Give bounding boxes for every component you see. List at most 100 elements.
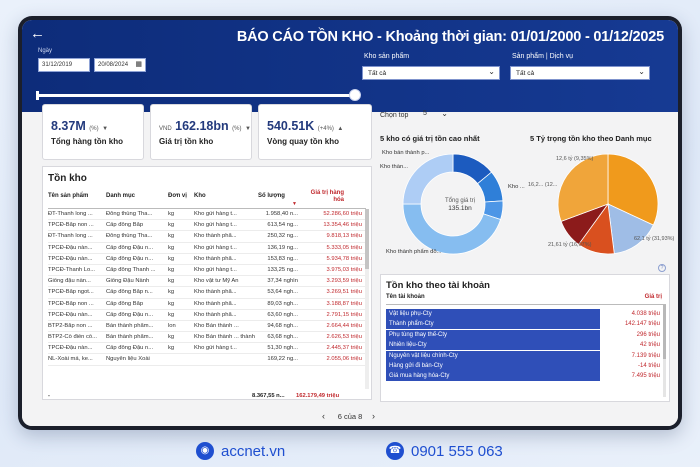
back-arrow-icon[interactable]: ← bbox=[30, 25, 45, 42]
kpi-label: Giá trị tồn kho bbox=[159, 137, 214, 146]
table-cell: Kho Bán thành ... thành phẩm bbox=[194, 334, 256, 341]
table-row[interactable]: Giống đậu nàn... Giống Đậu Nành kg Kho vật … bbox=[48, 276, 366, 288]
calendar-icon[interactable]: ▦ bbox=[135, 61, 142, 68]
left-panel: 8.37M (%) ▼ Tổng hàng tồn kho VND 162.18… bbox=[42, 104, 372, 404]
table-cell: Kho thành phẩ... bbox=[194, 255, 237, 262]
account-name: Phụ tùng thay thế-Cty bbox=[386, 329, 600, 340]
kpi-value: 540.51K (+4%) ▲ bbox=[267, 119, 343, 133]
chevron-down-icon: ⌄ bbox=[488, 67, 495, 76]
list-item[interactable]: Hàng gửi đi bán-Cty -14 triệu bbox=[386, 360, 666, 371]
top-selector-label: Chọn top bbox=[380, 112, 409, 119]
table-cell: kg bbox=[168, 311, 175, 318]
date-range-slider[interactable] bbox=[36, 89, 361, 101]
warehouse-filter-label: Kho sản phẩm bbox=[364, 53, 410, 60]
table-cell: kg bbox=[168, 255, 175, 262]
header-bar: ← BÁO CÁO TỒN KHO - Khoảng thời gian: 01… bbox=[22, 20, 678, 112]
website-contact[interactable]: ◉ accnet.vn bbox=[196, 442, 285, 460]
table-row[interactable]: TPCĐ-Thanh Lo... Cấp đông Thanh ... kg Kho … bbox=[48, 265, 366, 277]
table-row[interactable]: BTP2-Bắp non ... Bán thành phẩm... lon Kho … bbox=[48, 321, 366, 333]
top-selector-value: 5 bbox=[423, 110, 427, 117]
table-cell: kg bbox=[168, 233, 175, 240]
kpi-unit: (%) bbox=[89, 126, 99, 132]
column-header[interactable]: Đơn vị bbox=[168, 193, 187, 199]
kpi-prefix: VND bbox=[159, 126, 172, 132]
accounts-scrollbar[interactable] bbox=[663, 305, 666, 397]
chart-slice[interactable] bbox=[557, 153, 609, 222]
chart-slice[interactable] bbox=[607, 153, 659, 226]
prev-page-button[interactable]: ‹ bbox=[322, 411, 325, 421]
table-row[interactable]: TPCĐ-Bắp non ... Cấp đông Bắp kg Kho thành … bbox=[48, 299, 366, 310]
chart-slice[interactable] bbox=[607, 203, 654, 255]
column-header[interactable]: Danh mục bbox=[106, 193, 136, 199]
chevron-down-icon: ⌄ bbox=[441, 109, 448, 118]
date-from-input[interactable]: 31/12/2019 bbox=[38, 58, 90, 72]
list-item[interactable]: Giá mua hàng hóa-Cty 7.495 triệu bbox=[386, 371, 666, 382]
table-row[interactable]: NL-Xoài má, ke... Nguyên liệu Xoài 169,22 … bbox=[48, 354, 366, 366]
table-scrollbar[interactable] bbox=[365, 209, 369, 389]
accounts-table-header: Tên tài khoản Giá trị bbox=[386, 294, 666, 305]
table-cell: 2.055,06 triệu bbox=[326, 356, 362, 363]
pie-slice-label: 21,61 tỷ (16,07%) bbox=[548, 242, 592, 248]
slider-handle-start[interactable] bbox=[36, 91, 39, 100]
report-title: BÁO CÁO TỒN KHO - Khoảng thời gian: 01/0… bbox=[236, 29, 664, 45]
table-row[interactable]: TPCĐ-Đậu nàn... Cấp đông Đậu n... kg Kho gử… bbox=[48, 343, 366, 355]
top-selector-dropdown[interactable]: 5 ⌄ bbox=[420, 108, 448, 121]
column-header-sorted[interactable]: Giá trị hàng hóa bbox=[310, 190, 344, 203]
column-header[interactable]: Tên tài khoản bbox=[386, 294, 425, 300]
slider-handle-end[interactable] bbox=[349, 89, 361, 101]
table-cell: Cấp đông Bắp bbox=[106, 222, 144, 229]
table-cell: TPCĐ-Đậu nàn... bbox=[48, 311, 93, 318]
pie-slice-label: 62,1 tỷ (31,93%) bbox=[634, 236, 675, 242]
table-cell: kg bbox=[168, 222, 175, 229]
table-cell: Bán thành phẩm... bbox=[106, 334, 154, 341]
pie-chart[interactable] bbox=[550, 148, 670, 258]
list-item[interactable]: Vật liệu phụ-Cty 4.038 triệu bbox=[386, 309, 666, 319]
table-cell: 51,30 ngh... bbox=[267, 345, 298, 352]
kpi-label: Vòng quay tồn kho bbox=[267, 137, 339, 146]
table-cell: 9.818,13 triệu bbox=[326, 233, 362, 240]
scrollbar-thumb[interactable] bbox=[365, 209, 369, 269]
next-page-button[interactable]: › bbox=[372, 411, 375, 421]
column-header[interactable]: Kho bbox=[194, 193, 206, 199]
table-cell: 153,83 ng... bbox=[267, 255, 298, 262]
help-icon[interactable]: ? bbox=[658, 264, 666, 272]
chart-slice[interactable] bbox=[402, 153, 454, 205]
table-row[interactable]: TPCĐ-Bắp ngot... Cấp đông Bắp n... kg Kho t… bbox=[48, 287, 366, 299]
inventory-table: Tồn kho Tên sản phẩm Danh mục Đơn vị Kho… bbox=[42, 166, 372, 400]
scrollbar-thumb[interactable] bbox=[663, 305, 666, 359]
table-row[interactable]: TPCĐ-Đậu nàn... Cấp đông Đậu n... kg Kho gử… bbox=[48, 243, 366, 254]
table-cell: kg bbox=[168, 211, 175, 217]
warehouse-filter-select[interactable]: Tất cả ⌄ bbox=[362, 66, 500, 80]
donut-chart[interactable] bbox=[388, 144, 518, 262]
table-row[interactable]: TPCĐ-Đậu nàn... Cấp đông Đậu n... kg Kho th… bbox=[48, 254, 366, 265]
table-cell: Bán thành phẩm... bbox=[106, 322, 154, 329]
column-header[interactable]: Số lượng bbox=[258, 193, 285, 199]
column-header[interactable]: Giá trị bbox=[644, 294, 662, 300]
table-row[interactable]: ĐT-Thanh long ... Đông thùng Tha... kg Kho … bbox=[48, 209, 366, 221]
table-row[interactable]: TPCĐ-Đậu nàn... Cấp đông Đậu n... kg Kho th… bbox=[48, 310, 366, 321]
list-item[interactable]: Phụ tùng thay thế-Cty 296 triệu bbox=[386, 329, 666, 340]
phone-contact[interactable]: ☎ 0901 555 063 bbox=[386, 442, 503, 460]
accounts-table-title: Tồn kho theo tài khoản bbox=[386, 280, 490, 291]
list-item[interactable]: Nguyên vật liệu chính-Cty 7.139 triệu bbox=[386, 350, 666, 361]
list-item[interactable]: Nhiên liệu-Cty 42 triệu bbox=[386, 340, 666, 351]
report-screen: ← BÁO CÁO TỒN KHO - Khoảng thời gian: 01… bbox=[22, 20, 678, 426]
table-cell: Kho thành phẩ... bbox=[194, 311, 237, 318]
phone-icon: ☎ bbox=[386, 442, 404, 460]
table-cell: 5.934,78 triệu bbox=[326, 255, 362, 262]
table-cell: 3.269,51 triệu bbox=[326, 289, 362, 296]
product-filter-select[interactable]: Tất cả ⌄ bbox=[510, 66, 650, 80]
table-cell: Kho vật tư Mỹ An bbox=[194, 278, 239, 285]
list-item[interactable]: Thành phẩm-Cty 142.147 triệu bbox=[386, 319, 666, 330]
kpi-label: Tổng hàng tồn kho bbox=[51, 137, 123, 146]
table-row[interactable]: TPCĐ-Bắp non ... Cấp đông Bắp kg Kho gửi hà… bbox=[48, 220, 366, 232]
kpi-unit: (+4%) bbox=[317, 126, 334, 132]
table-row[interactable]: ĐT-Thanh long ... Đông thùng Tha... kg Kho … bbox=[48, 231, 366, 243]
table-cell: 13.354,46 triệu bbox=[323, 222, 362, 229]
sort-desc-icon[interactable]: ▼ bbox=[292, 201, 297, 207]
table-row[interactable]: BTP2-Cồ điền cồ... Bán thành phẩm... kg Kho… bbox=[48, 332, 366, 344]
kpi-number: 8.37M bbox=[51, 119, 86, 133]
warehouse-filter-value: Tất cả bbox=[368, 70, 387, 77]
date-to-input[interactable]: 20/08/2024 ▦ bbox=[94, 58, 146, 72]
column-header[interactable]: Tên sản phẩm bbox=[48, 193, 89, 199]
